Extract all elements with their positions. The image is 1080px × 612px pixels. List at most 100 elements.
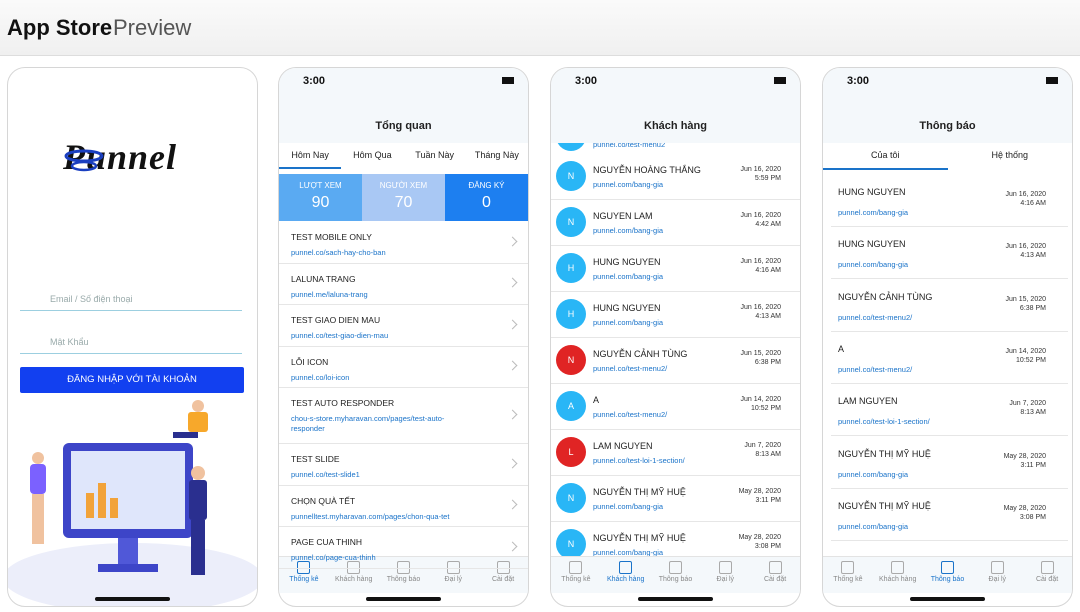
chevron — [507, 319, 518, 330]
tab[interactable]: Hôm Nay — [291, 150, 329, 160]
row-url: punnel.co/test-menu2/ — [593, 364, 668, 373]
notification-name: LAM NGUYEN — [838, 396, 898, 407]
customer-row[interactable]: N NGUYỄN CẢNH TÙNG punnel.co/test-menu2/Ju… — [551, 337, 800, 384]
customer-row[interactable]: N NGUYỄN THỊ MỸ HUỆ punnel.com/bang-gia May… — [551, 475, 800, 522]
row-time: 4:13 AM — [755, 313, 781, 320]
home-indicator — [910, 597, 985, 601]
list-row[interactable]: LALUNA TRANG punnel.me/laluna-trang — [279, 263, 528, 305]
customer-row[interactable]: N NGUYEN LAM punnel.com/bang-gia Jun 16, 20… — [551, 199, 800, 246]
row-date: Jun 16, 2020 — [1005, 191, 1046, 198]
bottom-nav: Thống kê Khách hàng Thông báo Đại lý Cài đặt — [551, 556, 800, 593]
customer-name: HUNG NGUYEN — [593, 257, 661, 267]
customer-row[interactable]: N NGUYỄN HOÀNG THẮNG punnel.com/bang-gia Ju… — [551, 153, 800, 200]
password-placeholder: Mật Khẩu — [50, 337, 89, 347]
tab[interactable]: Của tôi — [870, 150, 900, 160]
nav-item[interactable]: Thống kê — [551, 559, 601, 583]
list-row[interactable]: TEST SLIDE punnel.co/test-slide1 — [279, 443, 528, 486]
tab-underline — [823, 168, 948, 170]
customer-row[interactable]: N NGUYỄN THỊ MỸ HUỆ punnel.com/bang-gia May… — [551, 521, 800, 556]
store-subtitle: Preview — [113, 15, 192, 40]
row-url: punnel.co/test-menu2/ — [838, 364, 913, 374]
stat-box: ĐĂNG KÝ 0 — [445, 174, 528, 221]
nav-icon — [396, 561, 410, 574]
email-field[interactable]: Email / Số điện thoại — [20, 288, 242, 311]
password-field[interactable]: Mật Khẩu — [20, 331, 242, 354]
customer-name: NGUYỄN HOÀNG THẮNG — [593, 165, 701, 175]
login-screen: Punnel Email / Số điện thoại Mật Khẩu ĐĂ… — [7, 67, 258, 607]
nav-item[interactable]: Cài đặt — [750, 559, 800, 583]
stat-label: LƯỢT XEM — [299, 181, 342, 190]
customer-row[interactable]: H HUNG NGUYEN punnel.com/bang-gia Jun 16, 2… — [551, 245, 800, 292]
tab[interactable]: Tháng Này — [474, 150, 519, 160]
chevron — [507, 409, 518, 420]
notification-row[interactable]: NGUYỄN THỊ MỸ HUỆ punnel.com/bang-gia May … — [831, 488, 1068, 541]
row-title: LỖI ICON — [291, 356, 329, 367]
nav-icon — [619, 561, 633, 574]
list-row[interactable]: LỖI ICON punnel.co/loi-icon — [279, 346, 528, 388]
nav-item[interactable]: Khách hàng — [329, 559, 379, 583]
customer-row[interactable]: L LAM NGUYEN punnel.co/test-loi-1-section/… — [551, 429, 800, 476]
list-row[interactable]: CHỌN QUÀ TẾT punnelltest.myharavan.com/pa… — [279, 485, 528, 527]
avatar: H — [556, 253, 586, 283]
top-bar — [279, 68, 528, 143]
stat-value: 90 — [311, 194, 330, 211]
avatar: N — [556, 483, 586, 513]
row-url: punnel.co/test-slide1 — [291, 470, 360, 479]
nav-item[interactable]: Cài đặt — [1022, 559, 1072, 583]
tab[interactable]: Hôm Qua — [353, 150, 392, 160]
tab[interactable]: Hệ thống — [991, 150, 1029, 160]
row-time: 6:38 PM — [1019, 304, 1046, 312]
notification-name: HUNG NGUYEN — [838, 187, 906, 197]
row-time: 8:13 AM — [755, 451, 781, 458]
row-url: punnel.com/bang-gia — [593, 272, 664, 281]
list-row[interactable]: TEST MOBILE ONLY punnel.co/sach-hay-cho-b… — [279, 221, 528, 264]
notification-row[interactable]: HUNG NGUYEN punnel.com/bang-gia Jun 16, 20… — [831, 174, 1068, 227]
avatar: L — [556, 437, 586, 467]
nav-item[interactable]: Thống kê — [823, 559, 873, 583]
row-time: 3:11 PM — [755, 497, 781, 504]
row-time: 4:42 AM — [755, 221, 781, 228]
email-placeholder: Email / Số điện thoại — [50, 294, 133, 304]
list-row[interactable]: TEST GIAO DIEN MAU punnel.co/test-giao-di… — [279, 304, 528, 347]
row-date: Jun 7, 2020 — [1009, 400, 1046, 408]
nav-item[interactable]: Thống kê — [279, 559, 329, 583]
notification-row[interactable]: HUNG NGUYEN punnel.com/bang-gia Jun 16, 20… — [831, 226, 1068, 280]
nav-item[interactable]: Đại lý — [700, 559, 750, 583]
list-row[interactable]: PAGE CUA THINH punnel.co/page-cua-thinh — [279, 526, 528, 569]
nav-item[interactable]: Thông báo — [379, 559, 429, 583]
list-row[interactable]: TEST AUTO RESPONDER chou-s-store.myharava… — [279, 387, 528, 444]
row-title: LALUNA TRANG — [291, 273, 356, 284]
notification-row[interactable]: NGUYỄN CẢNH TÙNG punnel.co/test-menu2/Jun… — [831, 279, 1068, 332]
avatar: N — [556, 207, 586, 237]
nav-label: Đại lý — [988, 576, 1007, 583]
row-time: 4:13 AM — [1020, 252, 1046, 260]
nav-item[interactable]: Thông báo — [651, 559, 701, 583]
chevron — [507, 360, 518, 371]
tab[interactable]: Tuần Này — [415, 150, 454, 160]
nav-label: Thống kê — [833, 576, 863, 583]
notification-row[interactable]: LAM NGUYEN punnel.co/test-loi-1-section/J… — [831, 383, 1068, 437]
row-url: chou-s-store.myharavan.com/pages/test-au… — [291, 414, 445, 433]
row-time: 11:59 PM — [731, 143, 776, 146]
nav-item[interactable]: Đại lý — [428, 559, 478, 583]
nav-item[interactable]: Đại lý — [972, 559, 1022, 583]
chevron — [507, 541, 518, 552]
nav-item[interactable]: Cài đặt — [478, 559, 528, 583]
home-indicator — [366, 597, 441, 601]
stat-box: NGƯỜI XEM 70 — [362, 174, 445, 221]
notification-row[interactable]: NGUYỄN THỊ MỸ HUỆ punnel.com/bang-gia May … — [831, 436, 1068, 489]
row-date: Jun 16, 2020 — [740, 212, 781, 219]
nav-label: Thông báo — [930, 576, 965, 583]
nav-item[interactable]: Khách hàng — [873, 559, 923, 583]
customer-row[interactable]: H HUNG NGUYEN punnel.com/bang-gia Jun 16, 2… — [551, 291, 800, 338]
nav-item[interactable]: Thông báo — [923, 559, 973, 583]
avatar: N — [556, 161, 586, 191]
row-date: Jun 14, 2020 — [1005, 347, 1046, 355]
logo-swirl — [64, 149, 104, 172]
row-date: Jun 16, 2020 — [1005, 243, 1046, 251]
nav-item[interactable]: Khách hàng — [601, 559, 651, 583]
login-button[interactable]: ĐĂNG NHẬP VỚI TÀI KHOẢN — [20, 367, 244, 393]
avatar: H — [556, 299, 586, 329]
